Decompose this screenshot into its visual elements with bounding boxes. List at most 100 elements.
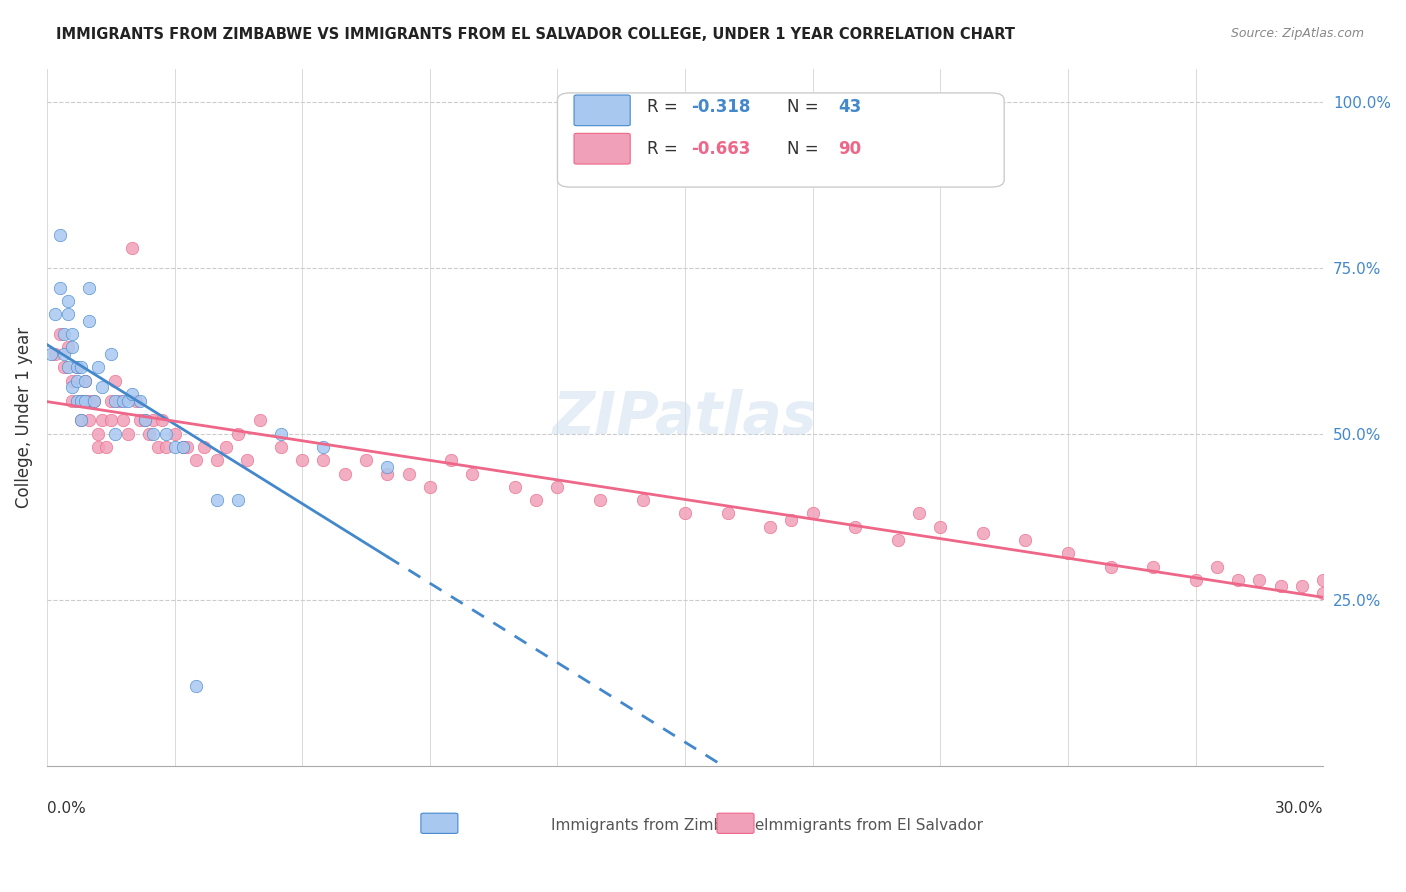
FancyBboxPatch shape <box>420 814 458 833</box>
Point <box>100 393 122 408</box>
Point <box>117 426 139 441</box>
Text: 90: 90 <box>838 140 862 158</box>
Y-axis label: College, Under 1 year: College, Under 1 year <box>15 326 32 508</box>
Text: 0.0%: 0.0% <box>46 801 86 815</box>
Point <box>75 374 97 388</box>
Point <box>70 413 93 427</box>
Point <box>79 280 101 294</box>
Point <box>70 393 93 408</box>
Point <box>62 393 84 408</box>
Point <box>100 413 122 427</box>
Point <box>333 467 356 481</box>
Point <box>48 227 70 242</box>
Point <box>39 347 62 361</box>
Point <box>121 241 143 255</box>
Point <box>228 493 250 508</box>
Point <box>70 360 93 375</box>
Point <box>87 440 110 454</box>
Text: R =: R = <box>647 140 683 158</box>
Text: Immigrants from Zimbabwe: Immigrants from Zimbabwe <box>551 818 765 833</box>
FancyBboxPatch shape <box>574 95 630 126</box>
Point <box>972 526 994 541</box>
Point <box>205 493 228 508</box>
Point <box>801 507 824 521</box>
Point <box>138 426 160 441</box>
Point <box>104 426 127 441</box>
Point <box>87 426 110 441</box>
Text: Source: ZipAtlas.com: Source: ZipAtlas.com <box>1230 27 1364 40</box>
Text: N =: N = <box>787 140 824 158</box>
Point <box>214 440 236 454</box>
Point <box>104 374 127 388</box>
Point <box>419 480 441 494</box>
Point <box>56 307 79 321</box>
Point <box>79 413 101 427</box>
Point <box>66 360 89 375</box>
Point <box>1312 586 1334 600</box>
Point <box>56 293 79 308</box>
Point <box>1312 573 1334 587</box>
Point <box>52 360 75 375</box>
Point <box>52 347 75 361</box>
Point <box>172 440 194 454</box>
Point <box>129 393 152 408</box>
Point <box>117 393 139 408</box>
Point <box>503 480 526 494</box>
Point <box>375 459 398 474</box>
Point <box>134 413 156 427</box>
Point <box>193 440 215 454</box>
Point <box>270 426 292 441</box>
Point <box>249 413 271 427</box>
Point <box>717 507 740 521</box>
Point <box>1099 559 1122 574</box>
Point <box>56 340 79 354</box>
Point <box>79 393 101 408</box>
Point <box>1057 546 1080 560</box>
Point <box>1249 573 1271 587</box>
Point <box>375 467 398 481</box>
Point <box>112 393 135 408</box>
Point <box>163 426 186 441</box>
Point <box>66 360 89 375</box>
Text: 43: 43 <box>838 98 862 116</box>
Point <box>759 519 782 533</box>
Point <box>1184 573 1206 587</box>
Point <box>48 280 70 294</box>
Point <box>104 393 127 408</box>
Point <box>79 314 101 328</box>
Point <box>205 453 228 467</box>
Point <box>1227 573 1250 587</box>
Point <box>1142 559 1164 574</box>
Point <box>125 393 148 408</box>
Point <box>461 467 484 481</box>
Point <box>398 467 420 481</box>
Point <box>83 393 105 408</box>
Text: Immigrants from El Salvador: Immigrants from El Salvador <box>765 818 983 833</box>
Point <box>129 413 152 427</box>
Point <box>44 347 66 361</box>
Point <box>1014 533 1036 547</box>
Point <box>631 493 654 508</box>
Point <box>1206 559 1229 574</box>
Text: -0.663: -0.663 <box>692 140 751 158</box>
Point <box>52 327 75 342</box>
Point <box>91 380 114 394</box>
Point <box>1270 579 1292 593</box>
Point <box>908 507 931 521</box>
Point <box>184 679 207 693</box>
Text: R =: R = <box>647 98 683 116</box>
Point <box>75 393 97 408</box>
Point <box>228 426 250 441</box>
Point <box>312 440 335 454</box>
Text: IMMIGRANTS FROM ZIMBABWE VS IMMIGRANTS FROM EL SALVADOR COLLEGE, UNDER 1 YEAR CO: IMMIGRANTS FROM ZIMBABWE VS IMMIGRANTS F… <box>56 27 1015 42</box>
Point <box>844 519 866 533</box>
Text: -0.318: -0.318 <box>692 98 751 116</box>
Point <box>44 307 66 321</box>
Point <box>150 413 173 427</box>
Text: N =: N = <box>787 98 824 116</box>
Point <box>91 413 114 427</box>
Point <box>270 440 292 454</box>
Point <box>524 493 547 508</box>
Point <box>184 453 207 467</box>
Point <box>929 519 952 533</box>
